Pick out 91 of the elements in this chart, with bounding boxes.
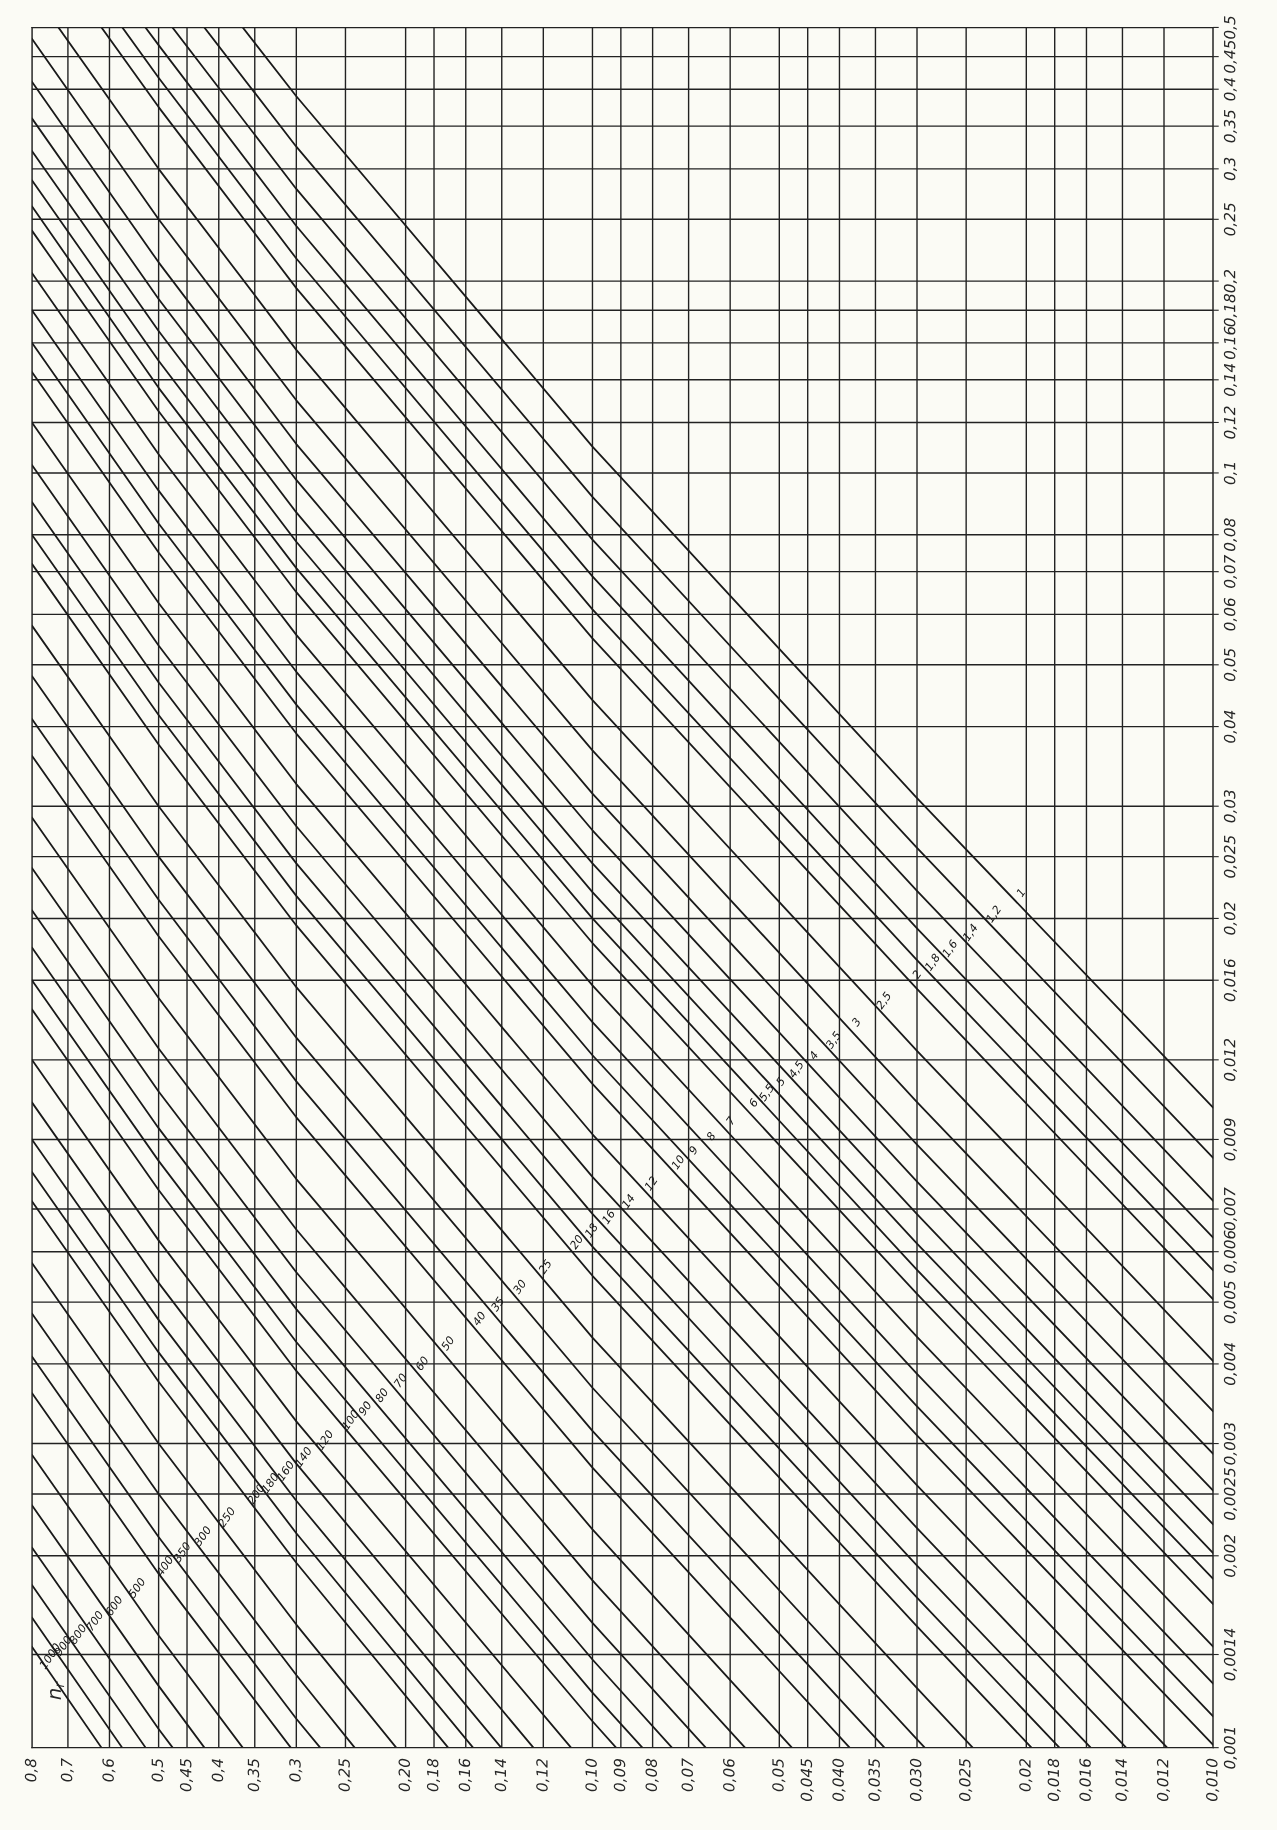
y-tick-label: 0,004 [1223,1343,1237,1386]
x-tick-label: 0,6 [102,1758,116,1782]
y-tick-label: 0,06 [1223,598,1237,631]
text: 70 [393,1372,408,1388]
y-tick-label: 0,005 [1223,1281,1237,1324]
x-tick-label: 0,014 [1115,1759,1129,1802]
text: 1,8 [923,952,942,972]
x-tick-label: 0,010 [1206,1758,1220,1802]
y-tick-label: 0,08 [1223,518,1237,551]
text: 2 [911,969,922,980]
x-tick-label: 0,16 [458,1758,472,1792]
text: 4,5 [787,1060,806,1080]
text: 9 [687,1145,699,1155]
text: 90 [357,1400,373,1417]
text: 3 [850,1017,862,1028]
y-tick-label: 0,0014 [1223,1628,1237,1681]
y-tick-label: 0,009 [1223,1118,1237,1161]
y-tick-label: 0,03 [1223,790,1237,823]
y-tick-label: 0,3 [1223,157,1237,181]
text: 1 [1015,888,1026,898]
x-tick-label: 0,12 [536,1759,550,1792]
y-tick-label: 0,07 [1223,554,1237,588]
text: 35 [489,1296,505,1313]
x-tick-label: 0,040 [832,1758,846,1802]
x-tick-label: 0,8 [24,1758,38,1782]
y-tick-label: 0,001 [1223,1728,1237,1769]
text: 5 [775,1076,786,1087]
x-tick-label: 0,05 [772,1758,786,1792]
text: 14 [620,1193,635,1209]
x-tick-label: 0,018 [1047,1758,1061,1802]
x-tick-label: 0,016 [1079,1758,1093,1802]
x-tick-label: 0,10 [585,1758,599,1792]
y-tick-label: 0,04 [1223,710,1237,743]
y-tick-label: 0,2 [1223,269,1237,293]
y-tick-label: 0,4 [1223,78,1237,101]
y-tick-label: 0,12 [1223,406,1237,439]
text: 50 [440,1335,455,1352]
x-tick-label: 0,4 [211,1759,225,1782]
y-tick-label: 0,1 [1223,463,1237,485]
x-tick-label: 0,035 [868,1758,882,1802]
x-tick-label: 0,06 [723,1758,737,1792]
y-tick-label: 0,007 [1223,1187,1237,1231]
text: 4 [808,1050,819,1061]
y-tick-label: 0,45 [1223,40,1237,73]
x-tick-label: 0,35 [247,1758,261,1792]
x-tick-label: 0,025 [959,1758,973,1802]
y-tick-label: 0,18 [1223,293,1237,327]
x-tick-label: 0,3 [289,1759,303,1782]
text: 16 [601,1208,616,1225]
y-tick-label: 0,35 [1223,110,1237,143]
x-tick-label: 0,012 [1156,1759,1170,1802]
y-tick-label: 0,5 [1223,16,1237,39]
x-tick-label: 0,02 [1019,1759,1033,1792]
x-tick-label: 0,07 [681,1758,695,1792]
x-tick-label: 0,14 [494,1759,508,1792]
text: 12 [643,1175,658,1191]
y-tick-label: 0,025 [1223,835,1237,878]
y-tick-label: 0,14 [1223,363,1237,397]
y-tick-label: 0,016 [1223,959,1237,1002]
x-tick-label: 0,09 [613,1759,627,1792]
text: 10 [670,1154,685,1170]
y-tick-label: 0,002 [1223,1534,1237,1577]
text: 80 [374,1387,389,1403]
x-tick-label: 0,08 [645,1758,659,1792]
text: 25 [537,1258,553,1275]
text: 30 [511,1278,527,1295]
y-tick-label: 0,25 [1223,203,1237,236]
text: 40 [471,1310,487,1327]
x-tick-label: 0,18 [426,1758,441,1792]
x-tick-label: 0,25 [338,1758,352,1792]
x-tick-label: 0,20 [398,1758,412,1792]
x-tick-label: 0,045 [800,1758,814,1802]
text: 20 [568,1234,584,1251]
y-tick-label: 0,0025 [1223,1468,1237,1520]
text: 60 [414,1355,430,1371]
y-tick-label: 0,05 [1223,648,1237,682]
x-tick-label: 0,45 [179,1758,194,1792]
text: 3,5 [824,1030,843,1051]
y-tick-label: 0,16 [1223,326,1237,360]
y-tick-label: 0,012 [1223,1038,1237,1081]
text: 1,2 [985,904,1003,924]
text: 8 [705,1131,717,1142]
text: 18 [583,1222,599,1238]
x-tick-label: 0,030 [909,1758,923,1802]
y-tick-label: 0,006 [1223,1230,1237,1273]
y-tick-label: 0,02 [1223,902,1237,935]
x-tick-label: 0,7 [60,1758,74,1782]
text: 7 [725,1115,736,1126]
text: 6 [748,1097,759,1108]
y-tick-label: 0,003 [1223,1422,1237,1465]
x-tick-label: 0,5 [151,1758,165,1782]
